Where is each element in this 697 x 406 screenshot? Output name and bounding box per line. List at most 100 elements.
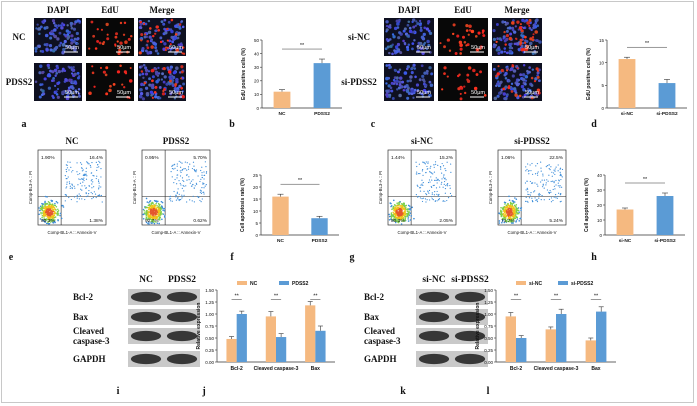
edu-dot [100,28,104,31]
nucleus-dot [418,23,422,27]
edu-dot [96,39,100,43]
nucleus-dot [506,27,510,30]
nucleus-dot [169,92,173,96]
event-dot [422,174,424,176]
event-dot [80,178,83,180]
event-dot [72,169,74,172]
event-dot [56,211,59,213]
edu-dot [459,47,463,51]
event-dot [423,162,425,164]
event-dot [198,196,200,198]
event-dot [205,172,208,174]
bar [658,83,676,108]
event-dot [499,209,502,212]
nucleus-dot [402,39,405,43]
edu-dot [106,37,110,41]
event-dot [425,193,427,195]
nucleus-dot [70,34,74,38]
event-dot [143,206,146,208]
event-dot [142,213,145,216]
event-dot [51,208,54,210]
event-dot [519,217,521,220]
event-dot [421,179,423,181]
nucleus-dot [419,26,423,30]
micro-col-label: Merge [150,5,175,15]
event-dot [530,191,532,194]
blot-lane-label: si-NC [422,275,445,285]
flow-y-axis-label: Comp-BL3-A :: PI [28,171,33,204]
event-dot [541,186,544,188]
event-dot [557,195,559,198]
event-dot [168,198,171,200]
edu-dot [506,69,509,72]
blot-band [454,291,486,303]
nucleus-dot [504,71,508,76]
event-dot [531,199,533,202]
event-dot [181,197,183,199]
nucleus-dot [66,35,70,40]
blot-band [418,353,450,365]
event-dot [444,168,446,170]
event-dot [186,179,188,181]
event-dot [160,208,163,210]
event-dot [431,192,433,194]
event-dot [183,168,185,170]
nucleus-dot [181,90,184,93]
event-dot [440,168,442,170]
blot-lane-label: PDSS2 [168,275,196,285]
nucleus-dot [411,66,414,69]
quadrant-ll: 80.3% [391,218,405,224]
nucleus-dot [500,50,504,54]
event-dot [160,200,163,203]
event-dot [534,182,536,184]
nucleus-dot [70,46,74,50]
legend-label: PDSS2 [292,281,309,287]
nucleus-dot [158,86,162,89]
event-dot [49,203,52,206]
event-dot [43,220,46,222]
event-dot [525,200,527,202]
event-dot [189,163,191,165]
event-dot [554,194,557,196]
event-dot [40,207,42,209]
event-dot [143,212,146,214]
edu-dot [178,23,182,26]
event-dot [429,167,431,169]
event-dot [161,206,164,208]
nucleus-dot [66,33,70,36]
bar [311,218,328,235]
event-dot [145,209,148,212]
nucleus-dot [72,80,75,83]
event-dot [390,217,393,219]
event-dot [407,218,409,220]
scale-bar-label: 50μm [525,45,539,51]
event-dot [441,172,443,174]
event-dot [94,193,97,195]
nucleus-dot [397,36,401,40]
y-tick-label: 1.50 [484,288,493,293]
blot-band [130,330,162,342]
nucleus-dot [410,71,414,75]
y-tick-label: 40 [597,173,603,178]
event-dot [408,211,410,214]
significance-mark: ** [274,294,279,300]
event-dot [193,187,195,189]
nucleus-dot [528,26,532,30]
event-dot [200,201,202,203]
event-dot [46,196,48,198]
event-dot [513,211,516,214]
event-dot [95,161,97,163]
event-dot [66,183,68,185]
flow-y-axis-label: Comp-BL3-A :: PI [132,171,137,204]
nucleus-dot [174,24,178,28]
nucleus-dot [502,37,505,40]
event-dot [153,211,155,214]
nucleus-dot [502,92,507,96]
event-dot [51,213,54,215]
event-dot [504,213,507,215]
event-dot [425,171,427,174]
event-dot [101,201,103,203]
nucleus-dot [38,95,42,99]
event-dot [148,223,150,225]
edu-dot [148,27,152,30]
